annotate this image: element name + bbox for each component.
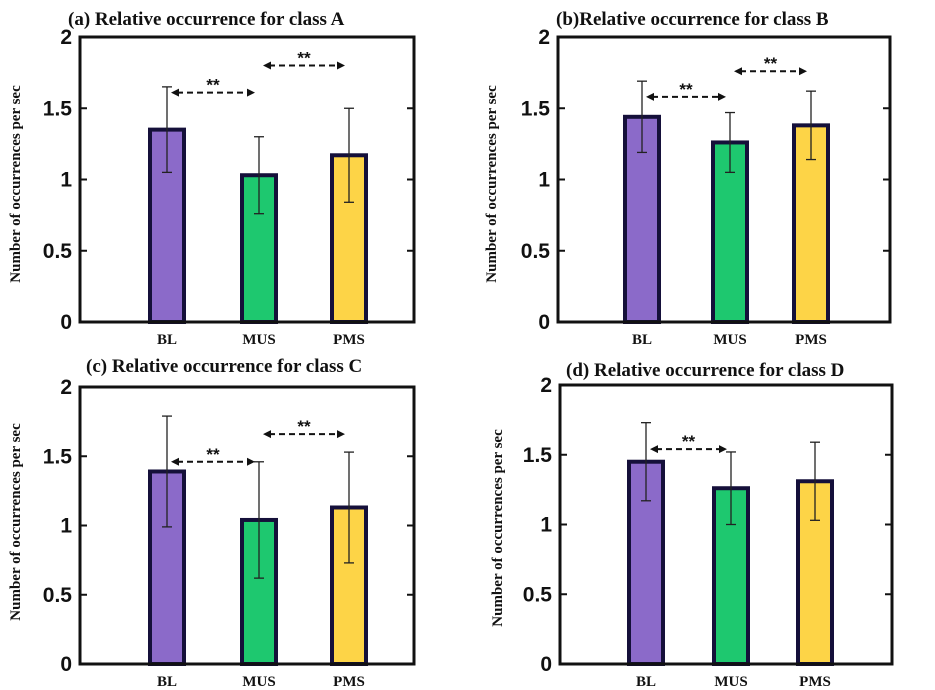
panel-b-significance-arrow-right — [799, 67, 807, 76]
panel-a-title: (a) Relative occurrence for class A — [68, 9, 345, 30]
panel-d: (d) Relative occurrence for class D Numb… — [490, 360, 894, 690]
panel-a-significance-arrow-left — [171, 88, 179, 97]
panel-b-ytick-label: 2 — [538, 26, 550, 49]
panel-c-significance-label: ** — [206, 445, 220, 464]
panel-a-category-label-mus: MUS — [242, 332, 275, 348]
panel-a-significance-arrow-left — [263, 61, 271, 70]
panel-c-title: (c) Relative occurrence for class C — [86, 356, 362, 377]
panel-c: (c) Relative occurrence for class C Numb… — [8, 356, 416, 690]
panel-b: (b)Relative occurrence for class B Numbe… — [484, 9, 892, 348]
panel-b-axes-frame — [556, 35, 892, 324]
panel-a-ytick-label: 0.5 — [43, 240, 73, 263]
panel-d-ytick-label: 2 — [540, 374, 552, 397]
panel-c-ytick-label: 1 — [60, 515, 72, 538]
panel-a-ytick-label: 0 — [60, 311, 72, 334]
panel-d-title: (d) Relative occurrence for class D — [566, 360, 844, 381]
panel-a-significance-arrow-right — [247, 88, 255, 97]
panel-d-category-label-pms: PMS — [799, 674, 831, 690]
panel-b-category-label-pms: PMS — [795, 332, 827, 348]
panel-c-category-label-bl: BL — [157, 674, 177, 690]
panel-a-axes-frame — [78, 35, 416, 324]
panel-b-ytick-label: 1 — [538, 169, 550, 192]
panel-c-category-label-pms: PMS — [333, 674, 365, 690]
panel-a-ytick-label: 2 — [60, 26, 72, 49]
panel-b-significance-arrow-left — [734, 67, 742, 76]
panel-b-significance-arrow-left — [646, 92, 654, 101]
panel-a-category-label-pms: PMS — [333, 332, 365, 348]
panel-d-significance-arrow-left — [650, 445, 658, 454]
panel-b-category-label-mus: MUS — [713, 332, 746, 348]
panel-a: (a) Relative occurrence for class A Numb… — [8, 9, 416, 348]
panel-d-category-label-bl: BL — [636, 674, 656, 690]
panel-b-ytick-label: 0.5 — [521, 240, 551, 263]
panel-b-ylabel: Number of occurrences per sec — [484, 85, 500, 283]
panel-a-significance-label: ** — [206, 76, 220, 95]
panel-a-significance-label: ** — [297, 49, 311, 68]
panel-b-ytick-label: 1.5 — [521, 97, 551, 120]
panel-d-ytick-label: 0.5 — [523, 583, 553, 606]
panel-c-ytick-label: 2 — [60, 376, 72, 399]
panel-a-ytick-label: 1.5 — [43, 97, 73, 120]
panel-c-significance-arrow-right — [337, 430, 345, 439]
panel-a-significance-arrow-right — [337, 61, 345, 70]
panel-d-category-label-mus: MUS — [714, 674, 747, 690]
panel-b-significance-label: ** — [679, 80, 693, 99]
panel-d-ylabel: Number of occurrences per sec — [490, 429, 506, 627]
panel-d-ytick-label: 1.5 — [523, 444, 553, 467]
panel-b-significance-arrow-right — [718, 92, 726, 101]
panel-c-bar-mus — [240, 517, 278, 667]
panel-d-significance-arrow-right — [719, 445, 727, 454]
panel-b-significance-label: ** — [764, 54, 778, 73]
panel-b-title: (b)Relative occurrence for class B — [556, 9, 829, 30]
panel-a-category-label-bl: BL — [157, 332, 177, 348]
panel-d-significance-label: ** — [682, 432, 696, 451]
panel-b-category-label-bl: BL — [632, 332, 652, 348]
panel-c-significance-label: ** — [297, 417, 311, 436]
panel-c-category-label-mus: MUS — [242, 674, 275, 690]
panel-c-ytick-label: 0.5 — [43, 584, 73, 607]
panel-c-significance-arrow-left — [263, 430, 271, 439]
panel-a-ylabel: Number of occurrences per sec — [8, 85, 24, 283]
panel-d-axes-frame — [558, 383, 894, 666]
panel-b-ytick-label: 0 — [538, 311, 550, 334]
panel-c-ytick-label: 1.5 — [43, 445, 73, 468]
panel-a-ytick-label: 1 — [60, 169, 72, 192]
panel-c-ytick-label: 0 — [60, 653, 72, 676]
panel-d-ytick-label: 1 — [540, 514, 552, 537]
panel-c-ylabel: Number of occurrences per sec — [8, 423, 24, 621]
panel-c-axes-frame — [78, 385, 416, 666]
panel-c-significance-arrow-left — [171, 457, 179, 466]
panel-c-significance-arrow-right — [247, 457, 255, 466]
panel-d-ytick-label: 0 — [540, 653, 552, 676]
